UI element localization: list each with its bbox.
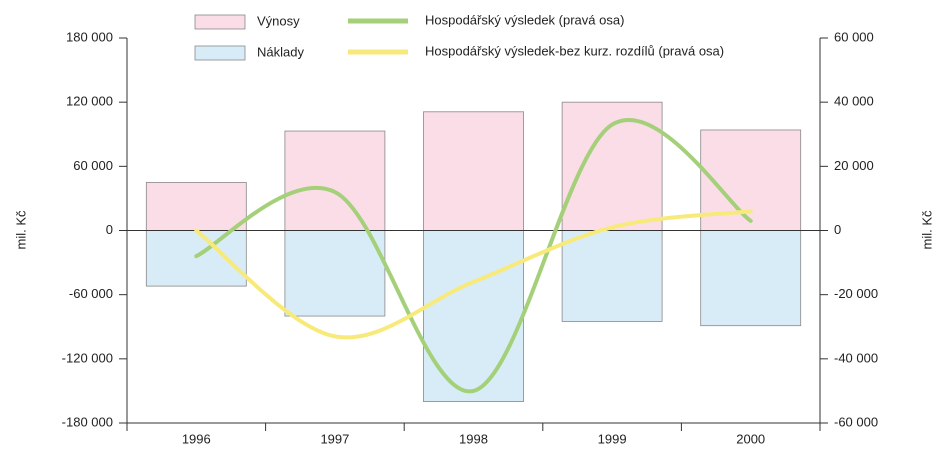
legend-label: Výnosy: [257, 13, 300, 28]
legend-label: Náklady: [257, 44, 304, 59]
bar: [423, 230, 524, 403]
y2-tick-label: 40 000: [834, 94, 874, 109]
y-tick-label: -120 000: [62, 350, 113, 365]
legend-label: Hospodářský výsledek-bez kurz. rozdílů (…: [425, 43, 724, 58]
y-tick-label: -60 000: [69, 286, 113, 301]
y-tick-label: 60 000: [73, 158, 113, 173]
y2-tick-label: 0: [834, 222, 841, 237]
y-tick-label: 0: [106, 222, 113, 237]
y2-tick-label: 60 000: [834, 29, 874, 44]
bar: [561, 101, 663, 231]
y2-tick-label: -40 000: [834, 350, 878, 365]
y-tick-label: -180 000: [62, 414, 113, 429]
bar: [700, 230, 802, 327]
y-tick-label: 120 000: [66, 94, 113, 109]
bar: [145, 230, 247, 287]
bar: [284, 230, 386, 317]
y-tick-label: 180 000: [66, 29, 113, 44]
x-tick-label: 2000: [736, 431, 765, 446]
bar: [145, 181, 247, 231]
y2-tick-label: 20 000: [834, 158, 874, 173]
bar: [423, 111, 524, 231]
bar: [561, 230, 663, 322]
legend-label: Hospodářský výsledek (pravá osa): [425, 12, 624, 27]
x-tick-label: 1997: [320, 431, 349, 446]
bar: [284, 130, 386, 231]
legend-swatch: [194, 45, 246, 61]
y2-tick-label: -60 000: [834, 414, 878, 429]
x-tick-label: 1998: [459, 431, 488, 446]
x-tick-label: 1996: [182, 431, 211, 446]
x-tick-label: 1999: [598, 431, 627, 446]
line-series: [194, 118, 753, 394]
line-series: [194, 209, 753, 340]
y2-tick-label: -20 000: [834, 286, 878, 301]
y-axis-label: mil. Kč: [13, 210, 28, 250]
y2-axis-label: mil. Kč: [919, 210, 934, 250]
legend-swatch: [194, 14, 246, 30]
